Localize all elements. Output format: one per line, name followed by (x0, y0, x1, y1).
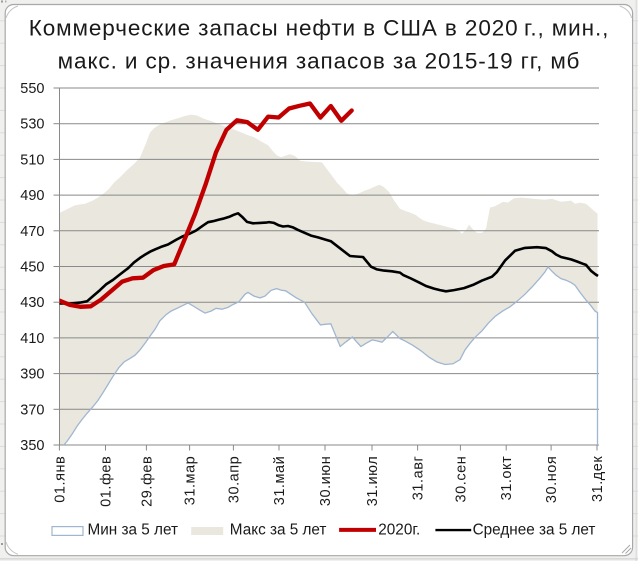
svg-text:01.янв: 01.янв (52, 456, 68, 503)
svg-text:490: 490 (20, 188, 44, 204)
svg-text:30.апр: 30.апр (226, 456, 242, 503)
svg-text:31.май: 31.май (272, 456, 288, 506)
svg-text:29.фев: 29.фев (139, 456, 155, 507)
svg-text:410: 410 (20, 331, 44, 347)
svg-text:01.фев: 01.фев (99, 456, 115, 507)
svg-text:Коммерческие запасы нефти в СШ: Коммерческие запасы нефти в США в 2020 г… (29, 16, 610, 41)
svg-text:510: 510 (20, 152, 44, 168)
svg-text:470: 470 (20, 224, 44, 240)
svg-text:Макс за 5 лет: Макс за 5 лет (230, 522, 327, 539)
svg-text:390: 390 (20, 367, 44, 383)
svg-text:макс. и ср. значения запасов з: макс. и ср. значения запасов за 2015-19 … (58, 49, 581, 74)
svg-text:2020г.: 2020г. (378, 522, 420, 539)
svg-text:30.июн: 30.июн (318, 456, 334, 506)
svg-text:31.июл: 31.июл (365, 456, 381, 507)
svg-text:370: 370 (20, 402, 44, 418)
svg-text:450: 450 (20, 260, 44, 276)
svg-text:30.ноя: 30.ноя (544, 456, 560, 503)
svg-text:30.сен: 30.сен (453, 456, 469, 503)
svg-text:530: 530 (20, 117, 44, 133)
svg-text:31.дек: 31.дек (590, 456, 606, 502)
svg-text:350: 350 (20, 438, 44, 454)
svg-text:Среднее за 5 лет: Среднее за 5 лет (473, 522, 596, 539)
svg-text:430: 430 (20, 295, 44, 311)
svg-text:31.мар: 31.мар (183, 456, 199, 506)
svg-text:550: 550 (20, 81, 44, 97)
svg-text:Мин за 5 лет: Мин за 5 лет (88, 522, 178, 539)
svg-text:31.окт: 31.окт (499, 456, 515, 501)
svg-text:31.авг: 31.авг (411, 456, 427, 501)
